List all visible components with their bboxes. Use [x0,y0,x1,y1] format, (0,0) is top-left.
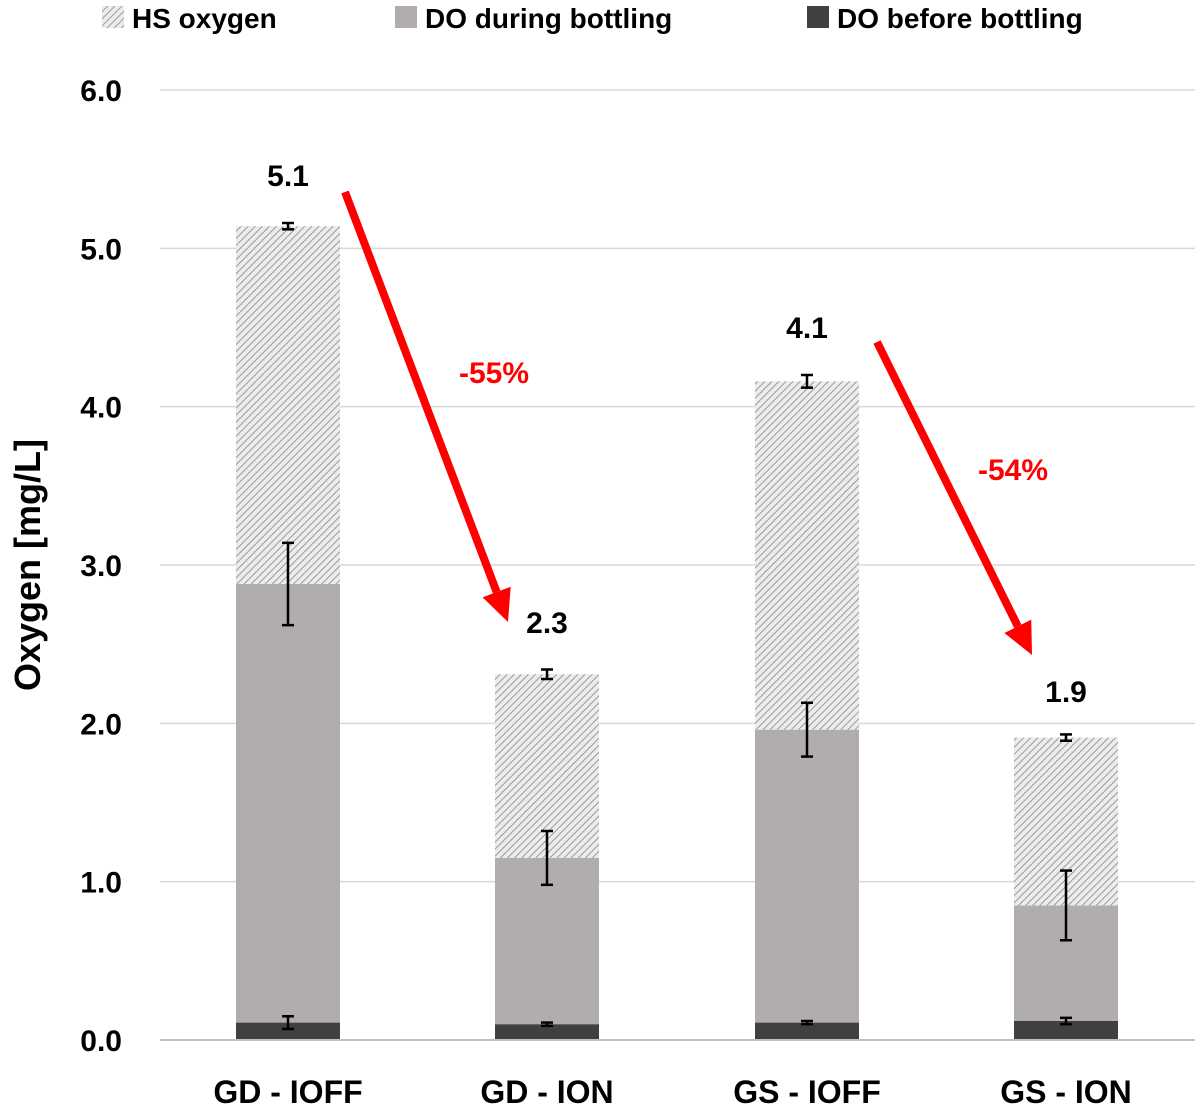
bar-do-before-bottling [1014,1021,1118,1040]
reduction-arrow [873,340,1032,655]
bar-hs-oxygen [236,226,340,584]
arrow-head [482,586,511,622]
legend-swatch-do-during [395,6,417,28]
y-tick-label: 0.0 [80,1025,122,1058]
arrow-head [1004,619,1032,655]
y-tick-label: 6.0 [80,75,122,108]
reduction-arrow [341,190,511,622]
error-bar [282,221,294,231]
reduction-label: -55% [459,357,529,390]
total-labels: 5.1 2.3 4.1 1.9 [267,160,1087,709]
bar-do-during-bottling [755,729,859,1023]
total-label: 4.1 [786,312,828,345]
arrow-shaft [873,340,1022,629]
total-label: 5.1 [267,160,309,193]
error-bar [541,1021,553,1027]
bar-hs-oxygen [495,674,599,858]
bar-hs-oxygen [755,381,859,730]
total-label: 2.3 [526,607,568,640]
bar-do-during-bottling [236,584,340,1023]
x-axis-categories: GD - IOFF GD - ION GS - IOFF GS - ION [213,1074,1131,1108]
error-bar [282,1015,294,1031]
bar-do-before-bottling [755,1022,859,1040]
annotations: -55% -54% [341,190,1048,655]
legend-swatch-hs-oxygen [102,6,124,28]
error-bar [541,829,553,887]
legend-label-do-before: DO before bottling [837,3,1083,34]
y-tick-label: 4.0 [80,392,122,425]
total-label: 1.9 [1045,676,1087,709]
legend-item-do-before: DO before bottling [807,3,1083,34]
legend-item-do-during: DO during bottling [395,3,672,34]
error-bar [282,541,294,627]
bar-do-before-bottling [236,1022,340,1040]
x-category-label: GD - IOFF [213,1074,362,1108]
error-bars [282,221,1072,1031]
y-axis-title: Oxygen [mg/L] [7,439,48,691]
error-bar [1060,1016,1072,1026]
y-tick-label: 2.0 [80,708,122,741]
legend-swatch-do-before [807,6,829,28]
legend-label-do-during: DO during bottling [425,3,672,34]
arrow-shaft [341,190,501,594]
y-tick-label: 3.0 [80,550,122,583]
x-category-label: GD - ION [480,1074,613,1108]
bars [236,226,1118,1040]
y-tick-label: 1.0 [80,867,122,900]
error-bar [801,1019,813,1026]
legend-item-hs-oxygen: HS oxygen [102,3,277,34]
y-axis-ticks: 0.0 1.0 2.0 3.0 4.0 5.0 6.0 [80,75,122,1058]
x-category-label: GS - ION [1000,1074,1132,1108]
legend: HS oxygen DO during bottling DO before b… [102,3,1083,34]
legend-label-hs-oxygen: HS oxygen [132,3,277,34]
x-category-label: GS - IOFF [733,1074,881,1108]
y-tick-label: 5.0 [80,233,122,266]
error-bar [1060,869,1072,942]
error-bar [801,373,813,389]
reduction-label: -54% [978,454,1048,487]
error-bar [801,701,813,758]
error-bar [541,668,553,681]
error-bar [1060,733,1072,742]
bar-do-before-bottling [495,1024,599,1040]
